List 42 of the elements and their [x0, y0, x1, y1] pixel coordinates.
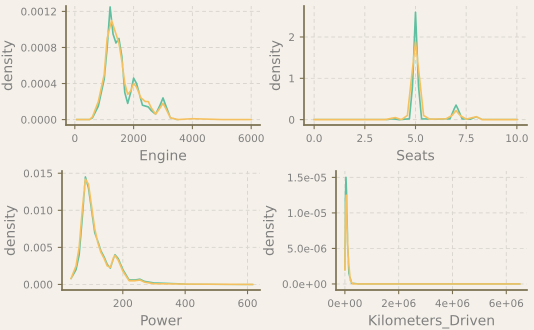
x-tick-label: 2000 — [121, 134, 146, 142]
y-tick-label: 0.0012 — [21, 8, 56, 16]
x-axis-title: Seats — [397, 150, 434, 160]
y-tick-label: 0.015 — [24, 169, 52, 178]
y-tick-label: 2 — [289, 33, 294, 41]
y-axis-title: density — [2, 40, 15, 90]
line-series — [344, 194, 521, 285]
x-tick-label: 2e+06 — [382, 299, 416, 308]
y-tick-label: 0 — [289, 116, 294, 124]
y-tick-label: 0.0004 — [21, 80, 56, 88]
y-tick-label: 0.005 — [24, 244, 52, 252]
x-tick-label: 4000 — [180, 134, 205, 142]
x-tick-label: 0 — [72, 134, 78, 142]
x-tick-label: 600 — [238, 299, 257, 308]
x-tick-label: 6000 — [238, 134, 264, 142]
y-tick-label: 0.0e+00 — [282, 280, 326, 288]
x-tick-label: 200 — [114, 299, 132, 308]
x-axis-title: Engine — [140, 150, 186, 164]
line-series — [313, 41, 518, 120]
y-axis-title: density — [4, 205, 18, 256]
y-tick-label: 0.0008 — [21, 44, 56, 52]
line-series — [76, 20, 252, 120]
y-tick-label: 5.0e-06 — [288, 244, 326, 253]
y-tick-label: 0.010 — [24, 206, 52, 214]
y-tick-label: 0.0000 — [21, 116, 56, 124]
x-tick-label: 0.0 — [306, 134, 322, 142]
x-tick-label: 400 — [176, 299, 194, 308]
x-tick-label: 5.0 — [408, 134, 424, 142]
x-tick-label: 0e+00 — [328, 299, 362, 308]
x-tick-label: 2.5 — [357, 134, 372, 142]
y-axis-title: density — [263, 205, 276, 256]
x-axis-title: Power — [141, 315, 182, 326]
y-tick-label: 0.000 — [24, 280, 52, 289]
y-tick-label: 1.0e-05 — [288, 209, 326, 218]
x-tick-label: 10.0 — [506, 134, 528, 142]
y-axis-title: density — [269, 40, 283, 90]
x-tick-label: 7.5 — [458, 134, 474, 142]
y-tick-label: 1 — [289, 74, 294, 82]
x-tick-label: 6e+06 — [490, 299, 524, 308]
x-tick-label: 4e+06 — [435, 299, 470, 308]
x-axis-title: Kilometers_Driven — [369, 314, 494, 328]
y-tick-label: 1.5e-05 — [288, 174, 326, 182]
